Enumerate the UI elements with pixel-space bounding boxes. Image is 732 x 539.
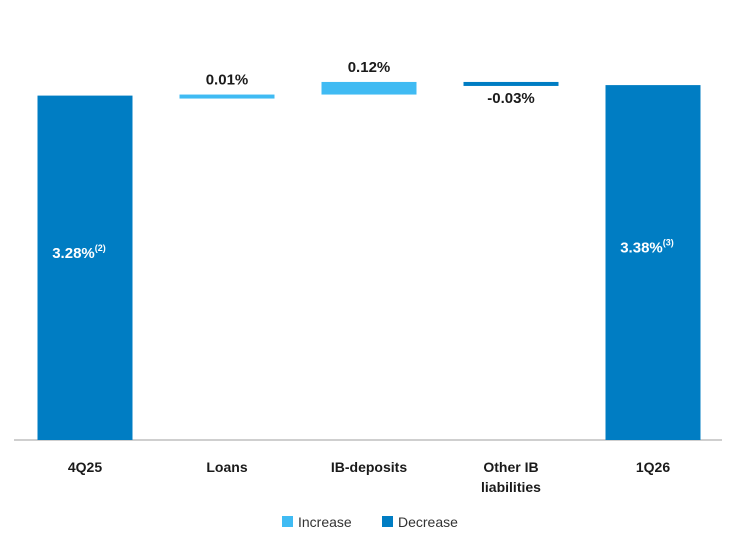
legend: Increase Decrease [282,514,458,530]
bar-ib-deposits [321,81,417,95]
x-tick-label-other-ib-liabilities: Other IB liabilities [481,459,541,495]
data-label-4q25: 3.28%(2) [52,243,106,262]
bar-1q26 [605,85,701,440]
legend-label-increase: Increase [298,514,352,530]
x-tick-labels-group: 4Q25 Loans IB-deposits Other IB liabilities 1… [68,459,670,495]
x-tick-label-loans: Loans [206,459,247,475]
bar-loans [179,94,275,99]
x-tick-label-ib-deposits: IB-deposits [331,459,407,475]
data-label-ib-deposits: 0.12% [348,59,391,76]
data-label-1q26: 3.38%(3) [620,238,674,257]
data-label-loans: 0.01% [206,72,249,89]
bar-4q25 [37,95,133,440]
bars-group [37,81,701,440]
bar-other-ib-liabilities [463,81,559,86]
x-tick-label-4q25: 4Q25 [68,459,102,475]
x-tick-label-1q26: 1Q26 [636,459,670,475]
legend-label-decrease: Decrease [398,514,458,530]
data-labels-group: 3.28%(2) 0.01% 0.12% -0.03% 3.38%(3) [52,59,674,262]
legend-swatch-increase [282,516,293,527]
legend-swatch-decrease [382,516,393,527]
data-label-other-ib-liabilities: -0.03% [487,90,535,107]
